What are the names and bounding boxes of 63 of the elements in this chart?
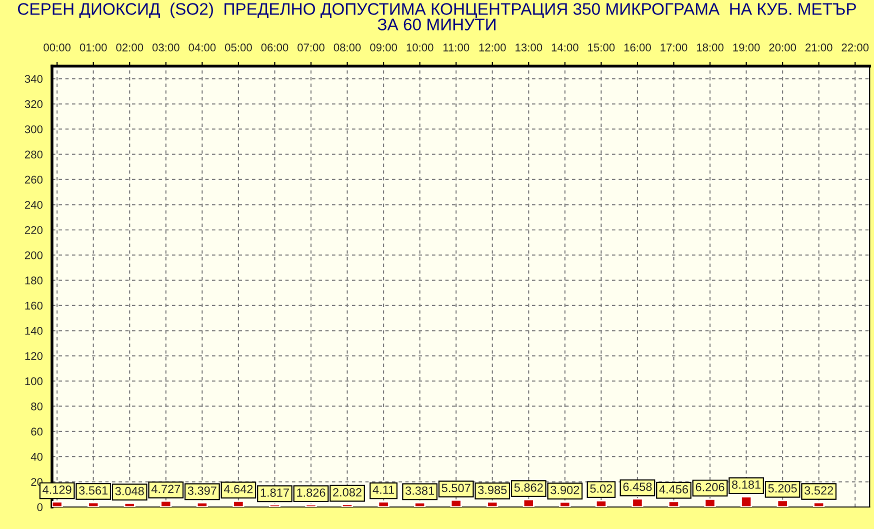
y-tick-label: 40	[30, 452, 43, 461]
data-label: 8.181	[732, 480, 760, 489]
y-tick-label: 260	[25, 176, 43, 184]
x-tick-label: 01:00	[80, 44, 107, 52]
y-tick-label: 340	[24, 74, 43, 83]
x-tick-label: 18:00	[696, 44, 724, 52]
x-tick-label: 00:00	[44, 44, 71, 52]
x-tick-label: 22:00	[842, 44, 869, 52]
y-tick-label: 180	[25, 276, 43, 284]
y-tick-label: 80	[31, 402, 43, 410]
data-label: 2.082	[333, 488, 362, 496]
x-tick-label: 14:00	[552, 44, 578, 52]
x-tick-label: 04:00	[188, 44, 216, 52]
data-label: 3.381	[406, 486, 434, 495]
x-tick-label: 16:00	[624, 44, 651, 52]
x-tick-label: 13:00	[516, 44, 542, 52]
x-tick-label: 11:00	[443, 44, 470, 52]
x-tick-label: 19:00	[733, 44, 760, 52]
data-label: 4.642	[224, 484, 253, 494]
data-label: 1.817	[260, 488, 289, 497]
y-tick-label: 240	[25, 200, 43, 209]
x-tick-label: 06:00	[261, 44, 288, 52]
y-tick-label: 220	[25, 226, 43, 234]
x-tick-label: 17:00	[660, 44, 688, 52]
data-label: 5.507	[442, 484, 470, 492]
y-tick-label: 300	[24, 125, 43, 134]
data-label: 3.048	[115, 486, 144, 496]
y-tick-label: 100	[25, 377, 43, 386]
x-tick-label: 05:00	[224, 44, 252, 52]
data-label: 6.206	[696, 482, 724, 492]
data-label: 4.456	[659, 485, 688, 494]
x-tick-label: 03:00	[152, 44, 180, 52]
x-tick-label: 02:00	[116, 44, 144, 52]
chart-title: СЕРЕН ДИОКСИД (SO2) ПРЕДЕЛНО ДОПУСТИМА КОНЦЕНТРАЦИЯ 350 МИКРОГРАМА НА КУБ. МЕТЪР ЗА 60 МИНУТИ	[18, 2, 856, 30]
data-label: 3.397	[188, 486, 216, 495]
data-label: 4.11	[372, 486, 394, 494]
x-tick-label: 21:00	[806, 44, 832, 52]
data-label: 5.02	[590, 484, 612, 493]
data-label: 5.862	[514, 483, 543, 492]
y-tick-label: 120	[25, 352, 43, 360]
x-tick-label: 15:00	[588, 44, 615, 52]
data-label: 3.561	[79, 486, 108, 495]
x-tick-label: 20:00	[769, 44, 796, 52]
data-label: 1.826	[297, 488, 326, 497]
y-tick-label: 280	[25, 150, 43, 158]
y-tick-label: 140	[25, 326, 43, 335]
y-tick-label: 0	[37, 503, 43, 512]
x-tick-label: 12:00	[479, 44, 506, 52]
y-tick-label: 60	[31, 428, 43, 436]
x-tick-label: 10:00	[406, 44, 434, 52]
data-label: 3.902	[550, 486, 580, 494]
y-tick-label: 320	[24, 100, 43, 108]
x-tick-label: 09:00	[370, 44, 398, 52]
data-label: 3.522	[804, 486, 834, 495]
y-tick-label: 160	[25, 302, 43, 310]
data-label: 4.727	[151, 484, 180, 494]
data-label: 5.205	[768, 484, 797, 493]
data-label: 3.985	[478, 486, 507, 494]
x-tick-label: 08:00	[334, 44, 361, 52]
data-label: 4.129	[42, 486, 72, 494]
x-tick-label: 07:00	[298, 44, 324, 52]
data-label: 6.458	[623, 482, 652, 491]
y-tick-label: 200	[25, 251, 43, 260]
